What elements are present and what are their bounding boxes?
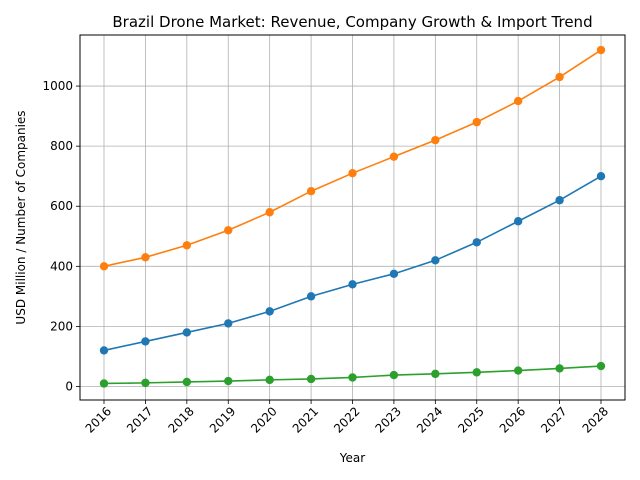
data-point-imports (265, 375, 274, 385)
data-point-revenue (348, 280, 357, 289)
data-point-companies (513, 96, 523, 106)
y-tick-label: 600 (50, 199, 73, 213)
x-tick-label: 2025 (455, 404, 486, 435)
grid-lines (80, 35, 625, 400)
x-tick-label: 2028 (580, 404, 611, 435)
data-point-revenue (555, 196, 564, 205)
x-tick-label: 2016 (83, 404, 114, 435)
data-point-revenue (265, 307, 274, 316)
data-point-revenue (141, 337, 150, 346)
data-point-imports (224, 376, 233, 386)
data-point-revenue (513, 217, 523, 226)
data-point-companies (596, 45, 606, 55)
data-point-imports (348, 373, 357, 382)
data-point-revenue (389, 269, 399, 279)
x-tick-label: 2023 (373, 404, 404, 435)
x-tick-label: 2022 (331, 404, 362, 435)
data-point-imports (513, 366, 523, 375)
data-point-companies (99, 262, 109, 271)
x-axis-label: Year (339, 451, 365, 465)
data-point-imports (306, 374, 316, 384)
data-point-companies (306, 187, 316, 196)
y-axis-label: USD Million / Number of Companies (14, 110, 28, 324)
data-point-revenue (306, 292, 316, 301)
data-point-companies (265, 208, 274, 217)
y-tick-label: 800 (50, 139, 73, 153)
data-point-imports (472, 368, 481, 377)
data-point-revenue (431, 256, 440, 265)
data-point-imports (431, 369, 440, 379)
x-tick-label: 2027 (538, 404, 569, 435)
series-lines (99, 45, 606, 388)
data-point-revenue (472, 238, 481, 247)
x-tick-label: 2026 (497, 404, 528, 435)
data-point-companies (182, 241, 192, 250)
data-point-revenue (182, 328, 192, 337)
data-point-revenue (596, 171, 606, 181)
x-tick-label: 2017 (124, 404, 155, 435)
data-point-imports (555, 364, 564, 373)
x-tick-label: 2018 (165, 404, 196, 435)
data-point-imports (141, 378, 150, 388)
data-point-companies (431, 135, 440, 145)
y-tick-label: 200 (50, 319, 73, 333)
data-point-revenue (224, 319, 233, 328)
data-point-revenue (99, 346, 109, 355)
data-point-companies (141, 253, 150, 262)
data-point-imports (182, 377, 192, 387)
data-point-companies (348, 168, 357, 178)
data-point-imports (99, 379, 109, 388)
data-point-companies (389, 152, 399, 161)
y-tick-label: 400 (50, 259, 73, 273)
data-point-imports (596, 361, 606, 371)
data-point-companies (472, 117, 481, 127)
x-tick-label: 2020 (248, 404, 279, 435)
y-tick-label: 1000 (42, 79, 73, 93)
data-point-companies (555, 72, 564, 82)
data-point-companies (224, 226, 233, 235)
x-tick-label: 2019 (207, 404, 238, 435)
y-tick-label: 0 (65, 379, 73, 393)
data-point-imports (389, 370, 399, 380)
x-tick-label: 2024 (414, 404, 445, 435)
x-tick-label: 2021 (290, 404, 321, 435)
axis-ticks: 2016 2017 2018 2019 2020 2021 2022 2023 2024 2025… (42, 79, 611, 436)
chart-title: Brazil Drone Market: Revenue, Company Gr… (112, 13, 592, 31)
